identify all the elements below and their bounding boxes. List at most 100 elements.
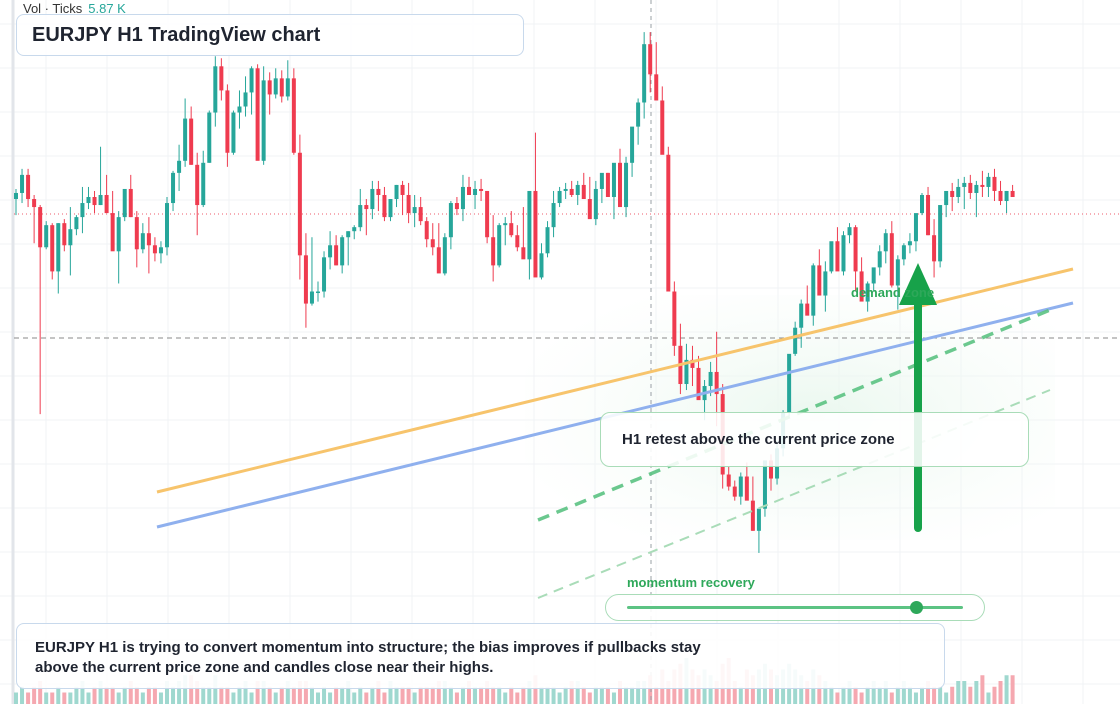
candle bbox=[146, 217, 151, 274]
volume-bar bbox=[207, 686, 212, 704]
volume-bar bbox=[376, 681, 381, 704]
volume-bar bbox=[273, 692, 278, 704]
momentum-slider-track[interactable] bbox=[627, 606, 963, 609]
volume-bar bbox=[980, 675, 985, 704]
candle bbox=[956, 178, 961, 204]
volume-bar bbox=[533, 675, 538, 704]
candle bbox=[901, 243, 906, 266]
candle bbox=[485, 190, 490, 244]
volume-bar bbox=[799, 675, 804, 704]
volume-bar bbox=[334, 686, 339, 704]
candle bbox=[20, 168, 25, 204]
volume-bar bbox=[926, 681, 931, 704]
candle bbox=[418, 197, 423, 226]
volume-bar bbox=[968, 686, 973, 704]
momentum-slider[interactable] bbox=[605, 594, 985, 621]
volume-bar bbox=[261, 681, 266, 704]
candle bbox=[152, 237, 157, 262]
channel-line-upper[interactable] bbox=[537, 308, 1051, 522]
candle bbox=[183, 98, 188, 167]
candle bbox=[44, 221, 49, 250]
candle bbox=[726, 466, 731, 491]
candle bbox=[376, 180, 381, 212]
volume-bar bbox=[479, 686, 484, 704]
volume-bar bbox=[62, 692, 67, 704]
candle bbox=[533, 132, 538, 278]
volume-bar bbox=[648, 675, 653, 704]
volume-bar bbox=[128, 681, 133, 704]
volume-bar bbox=[485, 681, 490, 704]
volume-bar bbox=[986, 692, 991, 704]
candle bbox=[491, 215, 496, 282]
candle bbox=[672, 281, 677, 356]
volume-bar bbox=[895, 686, 900, 704]
volume-bar bbox=[38, 681, 43, 704]
candle bbox=[509, 211, 514, 238]
volume-bar bbox=[388, 681, 393, 704]
candle bbox=[122, 188, 127, 222]
candle bbox=[521, 207, 526, 260]
candle bbox=[805, 285, 810, 316]
arrow-head-icon bbox=[899, 263, 937, 305]
candle bbox=[207, 110, 212, 163]
candle bbox=[285, 60, 290, 101]
volume-bar bbox=[50, 692, 55, 704]
volume-bar bbox=[841, 686, 846, 704]
volume-bar bbox=[569, 681, 574, 704]
volume-bar bbox=[309, 686, 314, 704]
candle bbox=[177, 144, 182, 191]
volume-bar bbox=[116, 692, 121, 704]
volume-bar bbox=[219, 686, 224, 704]
candle bbox=[992, 168, 997, 202]
candle bbox=[358, 188, 363, 232]
volume-bar bbox=[394, 686, 399, 704]
volume-bar bbox=[901, 681, 906, 704]
volume-bar bbox=[611, 692, 616, 704]
candle bbox=[110, 190, 115, 252]
candle bbox=[165, 197, 169, 256]
volume-bar bbox=[183, 675, 188, 704]
candle bbox=[436, 223, 441, 274]
volume-bar bbox=[255, 681, 260, 704]
candle bbox=[835, 227, 840, 272]
volume-bar bbox=[110, 686, 115, 704]
volume-bar bbox=[587, 692, 592, 704]
candle bbox=[1004, 190, 1009, 214]
volume-readout: Vol · Ticks 5.87 K bbox=[23, 1, 126, 16]
volume-bar bbox=[467, 681, 471, 704]
volume-bar bbox=[853, 686, 858, 704]
candle bbox=[273, 68, 278, 99]
candle bbox=[756, 508, 761, 553]
volume-bar bbox=[14, 692, 18, 704]
volume-bar bbox=[618, 681, 622, 704]
candle bbox=[998, 180, 1003, 206]
candle bbox=[370, 180, 375, 220]
candle bbox=[666, 146, 671, 292]
candle bbox=[744, 462, 749, 501]
volume-bar bbox=[473, 686, 478, 704]
candle bbox=[913, 213, 918, 252]
candle bbox=[195, 152, 200, 236]
volume-bar bbox=[636, 681, 641, 704]
candle bbox=[352, 225, 357, 240]
volume-bar bbox=[575, 681, 580, 704]
volume-bar bbox=[1004, 675, 1009, 704]
candle bbox=[473, 180, 478, 210]
candle bbox=[219, 58, 224, 101]
volume-bar bbox=[231, 692, 236, 704]
volume-bar bbox=[750, 675, 755, 704]
candle bbox=[1010, 184, 1015, 198]
momentum-slider-thumb[interactable] bbox=[909, 601, 923, 614]
candle bbox=[974, 180, 979, 218]
candle bbox=[962, 176, 967, 210]
volume-bar bbox=[436, 681, 441, 704]
volume-bar bbox=[195, 681, 200, 704]
volume-bar bbox=[491, 686, 496, 704]
chart-title: EURJPY H1 TradingView chart bbox=[32, 23, 321, 46]
candle bbox=[581, 172, 586, 200]
volume-bar bbox=[557, 692, 562, 704]
volume-bar bbox=[950, 686, 955, 704]
volume-bar bbox=[932, 686, 937, 704]
volume-bar bbox=[545, 686, 550, 704]
candle bbox=[442, 233, 447, 276]
